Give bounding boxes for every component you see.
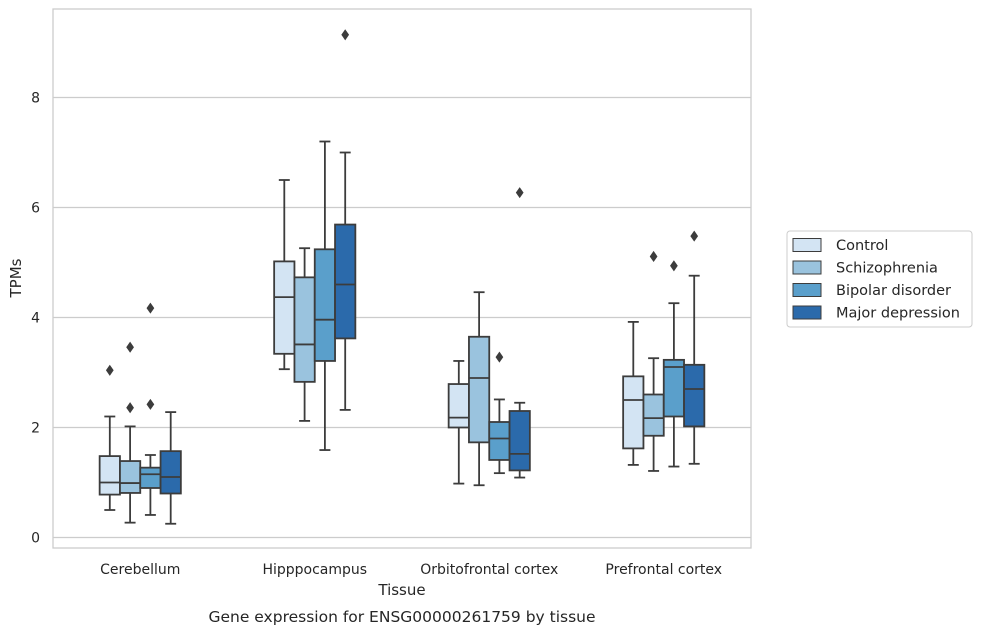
x-tick-label: Orbitofrontal cortex xyxy=(420,562,558,578)
x-tick-labels: Cerebellum Hipppocampus Orbitofrontal cort… xyxy=(100,562,722,578)
iqr-box xyxy=(273,260,296,355)
legend-swatch xyxy=(792,283,822,297)
iqr-box xyxy=(508,410,531,472)
legend: Control Schizophrenia Bipolar disorder Majo… xyxy=(786,230,973,328)
box-control-orbitofrontal-cortex xyxy=(447,360,470,485)
box-major-depression-orbitofrontal-cortex xyxy=(508,187,531,479)
iqr-box xyxy=(447,383,470,429)
iqr-box xyxy=(642,393,665,437)
legend-label: Major depression xyxy=(836,306,960,322)
x-tick-label: Cerebellum xyxy=(100,562,180,578)
legend-label: Bipolar disorder xyxy=(836,283,951,299)
outlier-marker xyxy=(126,402,134,414)
legend-swatch xyxy=(792,260,822,275)
y-tick-label: 0 xyxy=(31,531,40,547)
box-control-prefrontal-cortex xyxy=(622,320,645,466)
iqr-box xyxy=(468,335,491,444)
x-axis-label: Tissue xyxy=(377,581,425,599)
iqr-box xyxy=(334,223,357,340)
outlier-marker xyxy=(515,187,524,199)
box-major-depression-cerebellum xyxy=(159,411,182,525)
box-bipolar-disorder-orbitofrontal-cortex xyxy=(488,351,511,475)
x-tick-label: Hipppocampus xyxy=(262,562,367,578)
iqr-box xyxy=(622,375,645,450)
y-tick-label: 6 xyxy=(31,201,40,217)
box-schizophrenia-orbitofrontal-cortex xyxy=(468,291,491,487)
outlier-marker xyxy=(126,341,134,353)
x-tick-label: Prefrontal cortex xyxy=(605,562,722,578)
box-layer xyxy=(98,29,706,525)
outlier-marker xyxy=(105,364,114,376)
plot-frame xyxy=(52,8,752,549)
iqr-box xyxy=(139,466,162,489)
y-tick-label: 2 xyxy=(31,421,40,437)
legend-swatch xyxy=(792,238,822,252)
iqr-box xyxy=(313,248,336,362)
outlier-marker xyxy=(146,302,155,314)
box-schizophrenia-cerebellum xyxy=(119,341,142,524)
box-major-depression-hipppocampus xyxy=(334,29,357,411)
box-control-hipppocampus xyxy=(273,179,296,371)
iqr-box xyxy=(488,421,511,461)
y-tick-label: 8 xyxy=(31,91,40,107)
legend-label: Schizophrenia xyxy=(836,261,938,277)
box-major-depression-prefrontal-cortex xyxy=(683,230,706,465)
outlier-marker xyxy=(649,250,658,262)
iqr-box xyxy=(662,358,685,418)
legend-frame xyxy=(786,230,973,328)
outlier-marker xyxy=(146,398,155,410)
box-schizophrenia-hipppocampus xyxy=(293,247,316,422)
iqr-box xyxy=(98,455,121,496)
box-bipolar-disorder-cerebellum xyxy=(139,302,162,516)
y-tick-labels: 0 2 4 6 8 xyxy=(31,91,40,547)
iqr-box xyxy=(119,460,142,494)
outlier-marker xyxy=(670,260,678,272)
outlier-marker xyxy=(341,29,350,41)
box-bipolar-disorder-hipppocampus xyxy=(313,140,336,451)
iqr-box xyxy=(159,450,182,495)
iqr-box xyxy=(683,363,706,428)
chart-caption: Gene expression for ENSG00000261759 by t… xyxy=(208,608,595,626)
iqr-box xyxy=(293,276,316,383)
legend-label: Control xyxy=(836,238,888,254)
box-control-cerebellum xyxy=(98,364,121,511)
legend-swatch xyxy=(792,305,822,320)
box-bipolar-disorder-prefrontal-cortex xyxy=(662,260,685,468)
y-axis-label: TPMs xyxy=(7,258,25,298)
outlier-marker xyxy=(690,230,699,242)
box-schizophrenia-prefrontal-cortex xyxy=(642,250,665,472)
outlier-marker xyxy=(495,351,504,363)
y-tick-label: 4 xyxy=(31,311,40,327)
